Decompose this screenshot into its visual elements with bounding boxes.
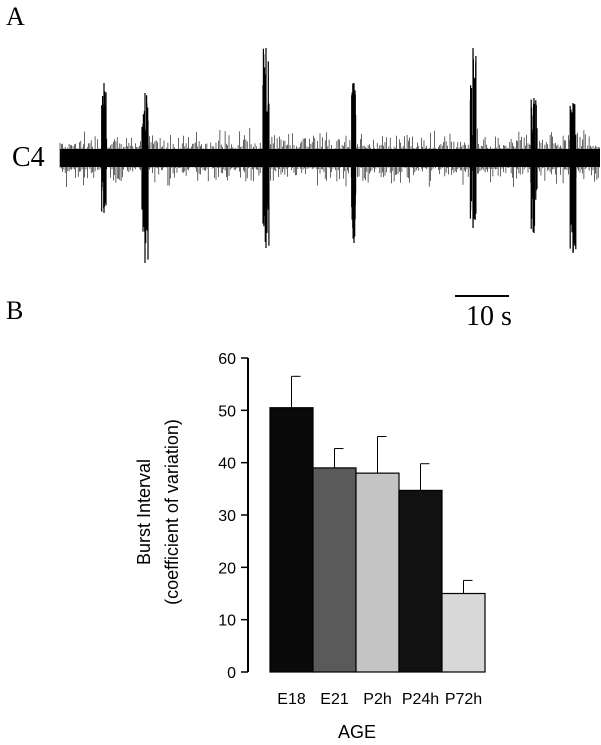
bar-p72h xyxy=(441,592,486,673)
y-tick-label-50: 50 xyxy=(218,403,236,420)
y-tick-label-60: 60 xyxy=(218,351,236,368)
y-ticks-group: 0 10 20 30 40 50 60 xyxy=(218,351,248,682)
x-tick-label-p24h: P24h xyxy=(402,691,439,708)
bar-e21 xyxy=(312,467,357,673)
x-tick-labels-group: E18 E21 P2h P24h P72h xyxy=(277,691,482,708)
trace-noise xyxy=(59,127,600,187)
trace-burst xyxy=(530,98,538,233)
bar-p2h xyxy=(355,472,400,673)
error-bars-group xyxy=(291,375,473,594)
x-tick-label-e18: E18 xyxy=(277,691,306,708)
trace-channel-label: C4 xyxy=(12,142,45,173)
y-tick-label-20: 20 xyxy=(218,560,236,577)
y-tick-label-40: 40 xyxy=(218,456,236,473)
bar-e18 xyxy=(269,407,314,673)
panel-b-label: B xyxy=(6,296,24,325)
panel-a-label: A xyxy=(6,2,25,31)
scale-bar-label: 10 s xyxy=(466,301,512,332)
x-tick-label-p2h: P2h xyxy=(363,691,391,708)
trace-burst xyxy=(469,48,477,228)
x-tick-label-e21: E21 xyxy=(320,691,349,708)
bars-group xyxy=(269,407,486,673)
y-tick-label-10: 10 xyxy=(218,613,236,630)
x-axis-label: AGE xyxy=(338,722,376,742)
y-axis-label-line1: Burst Interval xyxy=(134,459,154,565)
trace-burst xyxy=(351,83,357,243)
trace-burst xyxy=(101,83,107,213)
trace-burst xyxy=(262,48,270,248)
trace-recording xyxy=(59,48,600,263)
trace-burst xyxy=(141,93,149,263)
y-tick-label-0: 0 xyxy=(227,665,236,682)
bar-p24h xyxy=(398,489,443,673)
bar-chart: 0 10 20 30 40 50 60 E18 E21 P2h P24h P72h AGE Burs… xyxy=(134,351,486,742)
y-axis-label-line2: (coefficient of variation) xyxy=(162,419,182,605)
trace-burst xyxy=(569,103,577,253)
y-tick-label-30: 30 xyxy=(218,508,236,525)
x-tick-label-p72h: P72h xyxy=(445,691,482,708)
